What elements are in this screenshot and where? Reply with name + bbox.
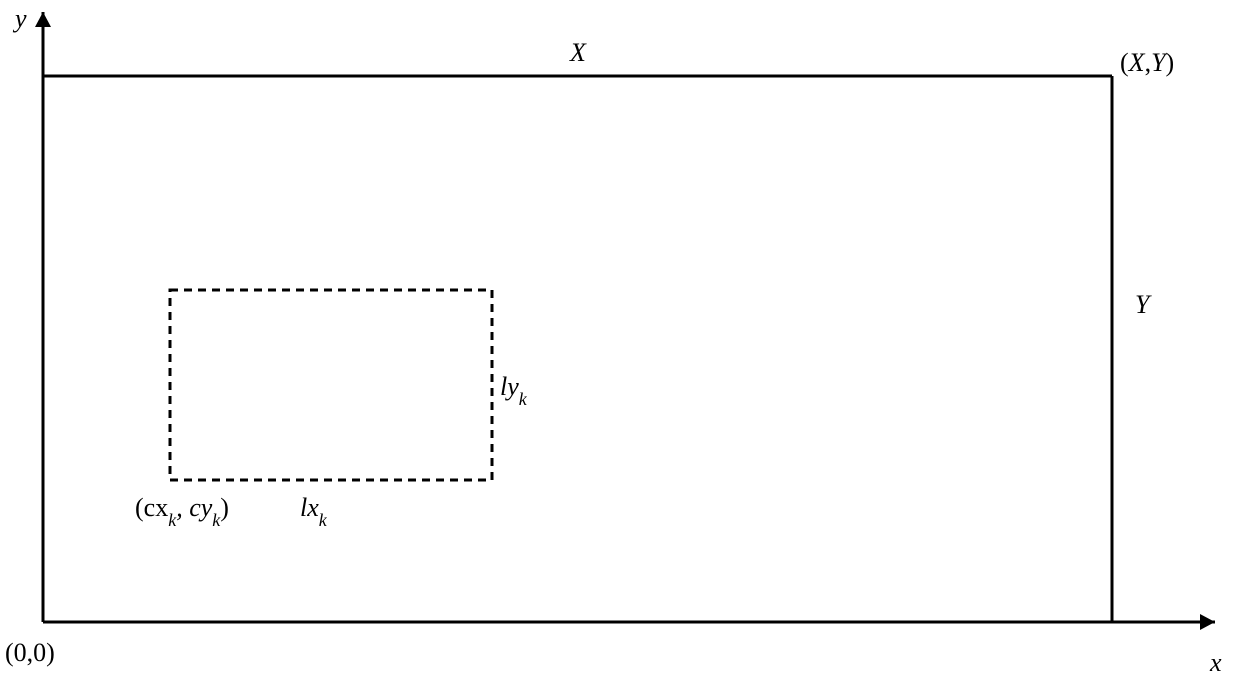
y-axis-label: y — [15, 4, 27, 34]
diagram-canvas: y x (0,0) X Y (X,Y) lxk lyk (cxk, cyk) — [0, 0, 1240, 695]
ly-text: ly — [500, 372, 519, 401]
paren-open: (cx — [135, 493, 168, 522]
outer-rect-right-label: Y — [1135, 290, 1149, 320]
inner-rect-corner-label: (cxk, cyk) — [135, 493, 229, 527]
lx-sub: k — [319, 510, 327, 530]
diagram-svg — [0, 0, 1240, 695]
inner-dashed-rect — [170, 290, 492, 480]
lx-text: lx — [300, 493, 319, 522]
mid-text: , cy — [176, 493, 212, 522]
paren-close: ) — [220, 493, 229, 522]
y-axis-arrow — [35, 12, 51, 27]
inner-rect-bottom-label: lxk — [300, 493, 327, 527]
cy-sub: k — [212, 510, 220, 530]
origin-label: (0,0) — [5, 638, 55, 668]
x-axis-arrow — [1200, 614, 1215, 630]
outer-rect-corner-label: (X,Y) — [1120, 48, 1174, 78]
corner-X: X — [1129, 48, 1145, 77]
inner-rect-right-label: lyk — [500, 372, 527, 406]
outer-rect-top-label: X — [570, 38, 586, 68]
corner-Y: Y — [1151, 48, 1165, 77]
ly-sub: k — [519, 389, 527, 409]
cx-sub: k — [168, 510, 176, 530]
x-axis-label: x — [1210, 648, 1222, 678]
